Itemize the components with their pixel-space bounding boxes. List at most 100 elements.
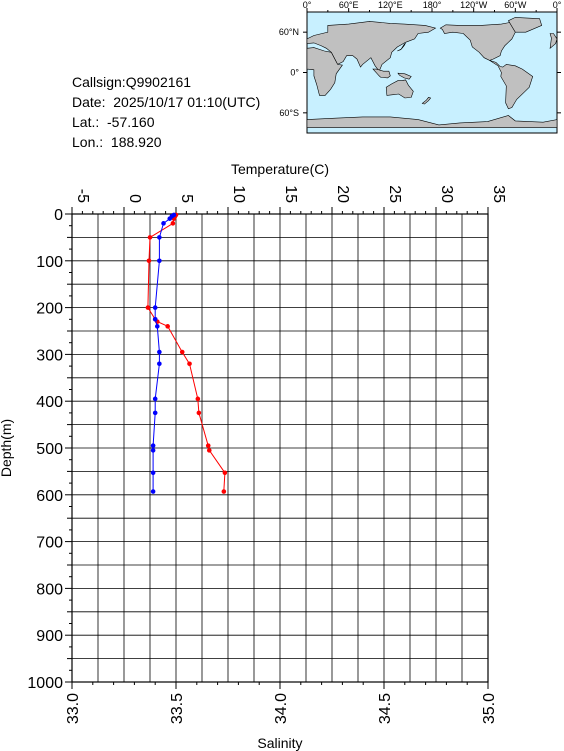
temperature-point: [205, 443, 211, 448]
temperature-point: [222, 470, 228, 476]
landmass: [372, 68, 391, 79]
temperature-axis-title: Temperature(C): [231, 161, 329, 177]
salinity-axis-title: Salinity: [257, 735, 302, 751]
salinity-point: [157, 235, 162, 240]
temperature-tick-label: -5: [74, 189, 91, 203]
salinity-point: [150, 489, 156, 494]
landmass: [421, 97, 432, 105]
chart-grid: [71, 213, 489, 683]
map-longitude-label: 120°E: [378, 0, 403, 10]
temperature-tick-label: 25: [386, 185, 403, 203]
temperature-point: [172, 214, 178, 219]
temperature-tick-label: 35: [490, 185, 507, 203]
map-frame: [303, 8, 561, 114]
map-longitude-label: 60°W: [504, 0, 527, 10]
map-latitude-label: 60°N: [279, 27, 299, 37]
axis-ticks: [65, 207, 489, 689]
temperature-point: [147, 235, 153, 240]
map-longitude-label: 0°: [303, 0, 312, 10]
salinity-point: [152, 317, 158, 322]
depth-tick-label: 200: [36, 301, 63, 318]
plot-frame: [71, 213, 489, 683]
depth-tick-label: 300: [36, 347, 63, 364]
salinity-point: [150, 448, 156, 453]
temperature-point: [179, 349, 185, 355]
date-text: Date: 2025/10/17 01:10(UTC): [72, 94, 261, 110]
depth-tick-label: 800: [36, 581, 63, 598]
depth-tick-label: 400: [36, 394, 63, 411]
depth-tick-label: 500: [36, 441, 63, 458]
landmass: [489, 60, 534, 110]
salinity-point: [169, 214, 175, 219]
salinity-line: [152, 214, 175, 492]
depth-axis-title: Depth(m): [0, 419, 14, 477]
temperature-point: [173, 212, 179, 218]
temperature-series: [145, 212, 228, 494]
temperature-point: [154, 319, 160, 324]
temperature-point: [195, 396, 201, 402]
landmass: [397, 42, 406, 52]
map-landmasses: [306, 17, 558, 128]
landmass: [306, 115, 558, 128]
temperature-tick-label: 15: [282, 185, 299, 203]
temperature-tick-label: 30: [438, 185, 455, 203]
temperature-point: [145, 305, 151, 310]
temperature-line: [147, 214, 226, 492]
salinity-point: [157, 258, 162, 264]
depth-tick-label: 0: [54, 207, 63, 224]
salinity-tick-label: 34.5: [377, 693, 394, 724]
map-latitude-label: 60°S: [279, 108, 299, 118]
depth-tick-label: 600: [36, 488, 63, 505]
map-longitude-label: 180°: [423, 0, 442, 10]
temperature-point: [206, 448, 212, 453]
temperature-point: [221, 489, 227, 494]
salinity-point: [161, 221, 166, 226]
temperature-point: [196, 410, 202, 416]
salinity-point: [152, 396, 158, 402]
longitude-text: Lon.: 188.920: [72, 134, 162, 150]
map-longitude-label: 0°: [553, 0, 562, 10]
salinity-tick-label: 33.5: [169, 693, 186, 724]
latitude-text: Lat.: -57.160: [72, 114, 155, 130]
salinity-tick-labels: 33.0 33.5 34.0 34.5 35.0: [65, 693, 498, 724]
salinity-series: [150, 212, 177, 494]
temperature-tick-label: 5: [178, 194, 195, 203]
salinity-point: [167, 216, 173, 221]
salinity-point: [157, 349, 162, 355]
salinity-point: [171, 212, 177, 218]
landmass: [507, 17, 543, 33]
depth-tick-label: 900: [36, 628, 63, 645]
temperature-tick-label: 20: [334, 185, 351, 203]
station-info: Callsign:Q9902161 Date: 2025/10/17 01:10…: [72, 72, 260, 152]
callsign-text: Callsign:Q9902161: [72, 74, 192, 90]
temperature-point: [152, 317, 158, 322]
map-latitude-labels: 60°N 0° 60°S: [279, 27, 300, 118]
temperature-point: [170, 221, 176, 226]
salinity-point: [152, 305, 158, 310]
temperature-tick-labels: -5 0 5 10 15 20 25 30 35: [74, 185, 507, 203]
temperature-point: [187, 361, 192, 367]
salinity-tick-label: 34.0: [273, 693, 290, 724]
salinity-point: [157, 361, 162, 367]
temperature-point: [165, 324, 170, 329]
depth-tick-label: 1000: [27, 675, 63, 692]
depth-tick-label: 700: [36, 535, 63, 552]
map-longitude-label: 60°E: [339, 0, 359, 10]
salinity-point: [150, 443, 156, 448]
temperature-tick-label: 10: [230, 185, 247, 203]
landmass: [397, 72, 412, 80]
depth-tick-labels: 0 100 200 300 400 500 600 700 800 900 1000: [27, 207, 63, 692]
salinity-tick-label: 35.0: [481, 693, 498, 724]
depth-tick-label: 100: [36, 254, 63, 271]
map-longitude-label: 120°W: [460, 0, 488, 10]
temperature-tick-label: 0: [126, 194, 143, 203]
temperature-point: [171, 216, 177, 221]
landmass: [385, 79, 414, 99]
location-map: 0° 60°E 120°E 180° 120°W 60°W 0° 60°N 0° 60°S: [279, 0, 562, 134]
map-longitude-labels: 0° 60°E 120°E 180° 120°W 60°W 0°: [303, 0, 562, 10]
map-latitude-label: 0°: [290, 68, 299, 78]
salinity-point: [150, 470, 156, 476]
salinity-point: [152, 410, 158, 416]
profile-series: [145, 212, 228, 494]
landmass: [439, 21, 516, 61]
